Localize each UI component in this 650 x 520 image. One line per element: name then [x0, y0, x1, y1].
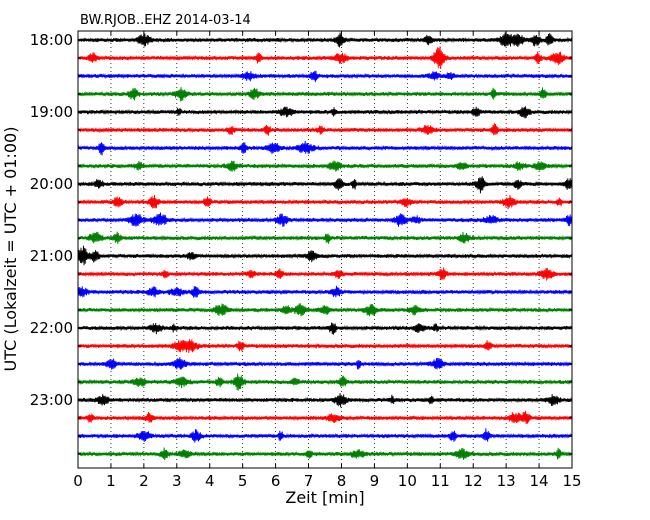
x-tick-label: 14 [530, 472, 549, 490]
trace-line [77, 123, 573, 136]
x-axis-label: Zeit [min] [285, 488, 364, 507]
x-tick-label: 13 [497, 472, 516, 490]
x-tick-label: 11 [431, 472, 450, 490]
trace-line [77, 194, 573, 210]
trace-line [77, 393, 573, 408]
x-tick-label: 6 [271, 472, 281, 490]
y-tick-label: 22:00 [30, 319, 73, 337]
trace-line [77, 176, 573, 194]
trace-line [77, 357, 573, 370]
y-axis-label: UTC (Lokalzeit = UTC + 01:00) [1, 127, 20, 372]
x-tick-label: 5 [238, 472, 248, 490]
x-axis-tick-labels: 0 1 2 3 4 5 6 7 8 9 10 11 12 13 14 15 [73, 472, 581, 490]
x-tick-label: 8 [337, 472, 347, 490]
grid-lines [110, 31, 540, 468]
trace-line [77, 106, 573, 119]
trace-lines [77, 32, 573, 461]
trace-line [77, 447, 573, 461]
y-tick-label: 21:00 [30, 247, 73, 265]
trace-line [77, 428, 573, 443]
x-tick-label: 4 [205, 472, 215, 490]
x-tick-label: 10 [398, 472, 417, 490]
trace-line [77, 140, 573, 156]
trace-line [77, 160, 573, 172]
x-tick-label: 7 [304, 472, 314, 490]
x-tick-label: 9 [370, 472, 380, 490]
y-tick-label: 18:00 [30, 31, 73, 49]
x-tick-label: 12 [464, 472, 483, 490]
x-tick-label: 0 [73, 472, 83, 490]
plot-frame [77, 30, 573, 469]
y-tick-label: 19:00 [30, 103, 73, 121]
trace-line [77, 86, 573, 102]
trace-line [77, 285, 573, 298]
trace-line [77, 303, 573, 317]
trace-line [77, 373, 573, 391]
trace-line [77, 322, 573, 335]
trace-line [77, 32, 573, 48]
chart-title: BW.RJOB..EHZ 2014-03-14 [80, 13, 251, 28]
trace-line [77, 70, 573, 83]
trace-line [77, 267, 573, 281]
y-tick-label: 23:00 [30, 391, 73, 409]
x-tick-label: 3 [172, 472, 182, 490]
trace-line [77, 46, 573, 69]
y-tick-label: 20:00 [30, 175, 73, 193]
x-tick-label: 1 [106, 472, 116, 490]
trace-line [77, 231, 573, 244]
y-axis-tick-labels: 18:00 19:00 20:00 21:00 22:00 23:00 [30, 31, 73, 409]
x-tick-label: 15 [562, 472, 581, 490]
x-tick-label: 2 [139, 472, 149, 490]
trace-line [77, 245, 573, 266]
trace-line [77, 410, 573, 425]
axis-ticks [77, 31, 573, 468]
trace-line [77, 212, 573, 227]
trace-line [77, 339, 573, 353]
